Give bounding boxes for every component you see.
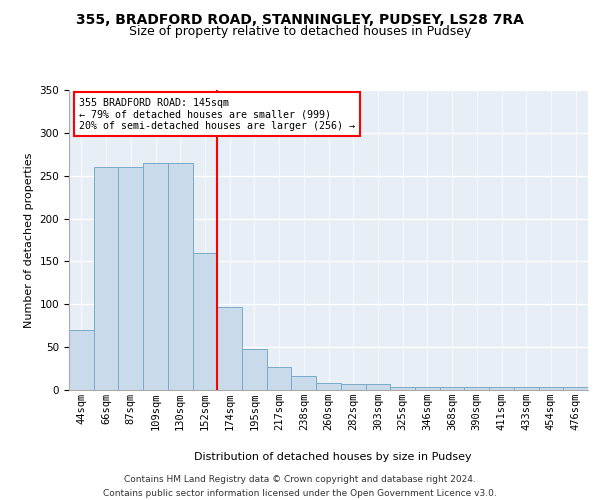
Bar xyxy=(390,386,415,390)
Bar xyxy=(539,388,563,390)
Bar xyxy=(440,388,464,390)
Bar xyxy=(118,167,143,390)
Bar xyxy=(69,330,94,390)
Bar xyxy=(217,307,242,390)
Text: 355 BRADFORD ROAD: 145sqm
← 79% of detached houses are smaller (999)
20% of semi: 355 BRADFORD ROAD: 145sqm ← 79% of detac… xyxy=(79,98,355,130)
Bar xyxy=(365,384,390,390)
Bar xyxy=(168,163,193,390)
Bar xyxy=(563,388,588,390)
Text: 355, BRADFORD ROAD, STANNINGLEY, PUDSEY, LS28 7RA: 355, BRADFORD ROAD, STANNINGLEY, PUDSEY,… xyxy=(76,12,524,26)
Text: Distribution of detached houses by size in Pudsey: Distribution of detached houses by size … xyxy=(194,452,472,462)
Bar xyxy=(341,384,365,390)
Y-axis label: Number of detached properties: Number of detached properties xyxy=(24,152,34,328)
Bar xyxy=(193,253,217,390)
Bar xyxy=(489,386,514,390)
Bar xyxy=(267,367,292,390)
Bar xyxy=(415,388,440,390)
Bar xyxy=(316,383,341,390)
Bar xyxy=(292,376,316,390)
Text: Size of property relative to detached houses in Pudsey: Size of property relative to detached ho… xyxy=(129,25,471,38)
Bar xyxy=(94,167,118,390)
Bar xyxy=(242,349,267,390)
Bar xyxy=(464,388,489,390)
Text: Contains HM Land Registry data © Crown copyright and database right 2024.
Contai: Contains HM Land Registry data © Crown c… xyxy=(103,476,497,498)
Bar xyxy=(514,386,539,390)
Bar xyxy=(143,163,168,390)
